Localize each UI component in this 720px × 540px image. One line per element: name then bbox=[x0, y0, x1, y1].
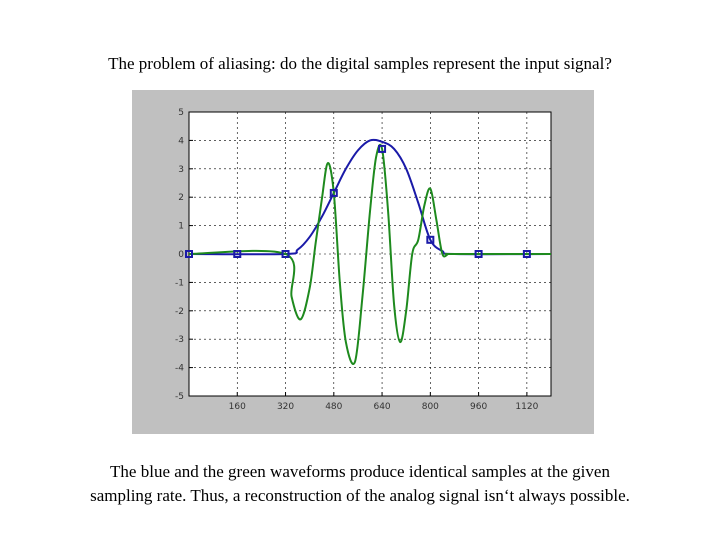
sample-marker bbox=[329, 188, 338, 197]
y-tick-label: -3 bbox=[175, 335, 184, 345]
chart-svg: 160 320 480 640 800 960 1120 5 4 3 2 1 0 -1 -2 -3 -4 -5 bbox=[175, 108, 552, 412]
y-tick-label: -4 bbox=[175, 364, 184, 374]
green-waveform-line bbox=[188, 143, 551, 365]
chart-figure: 160 320 480 640 800 960 1120 5 4 3 2 1 0 -1 -2 -3 -4 -5 bbox=[132, 90, 594, 434]
sample-marker bbox=[522, 250, 531, 258]
y-tick-label: 3 bbox=[178, 165, 184, 175]
sample-marker bbox=[185, 250, 193, 258]
y-tick-label: 0 bbox=[178, 250, 184, 260]
caption-line-1: The blue and the green waveforms produce… bbox=[110, 462, 610, 481]
caption-line-2: sampling rate. Thus, a reconstruction of… bbox=[90, 486, 630, 505]
y-tick-label: 4 bbox=[178, 136, 184, 146]
x-tick-label: 320 bbox=[277, 402, 294, 412]
slide-title: The problem of aliasing: do the digital … bbox=[108, 54, 612, 73]
sample-marker bbox=[378, 144, 387, 153]
x-tick-label: 640 bbox=[373, 402, 390, 412]
y-tick-label: 5 bbox=[178, 108, 184, 118]
y-tick-label: 2 bbox=[178, 193, 184, 203]
caption: The blue and the green waveforms produce… bbox=[0, 460, 720, 508]
y-tick-label: -1 bbox=[175, 278, 184, 288]
x-tick-label: 1120 bbox=[515, 402, 538, 412]
x-tick-label: 960 bbox=[470, 402, 487, 412]
x-tick-label: 480 bbox=[325, 402, 342, 412]
sample-marker bbox=[426, 235, 435, 244]
y-tick-label: -5 bbox=[175, 392, 184, 402]
sample-marker bbox=[233, 250, 242, 258]
y-tick-label: 1 bbox=[178, 222, 184, 232]
sample-marker bbox=[281, 250, 290, 258]
x-tick-label: 160 bbox=[229, 402, 246, 412]
sample-marker bbox=[474, 250, 483, 258]
y-tick-label: -2 bbox=[175, 307, 184, 317]
blue-waveform-line bbox=[188, 138, 552, 256]
x-tick-label: 800 bbox=[422, 402, 439, 412]
